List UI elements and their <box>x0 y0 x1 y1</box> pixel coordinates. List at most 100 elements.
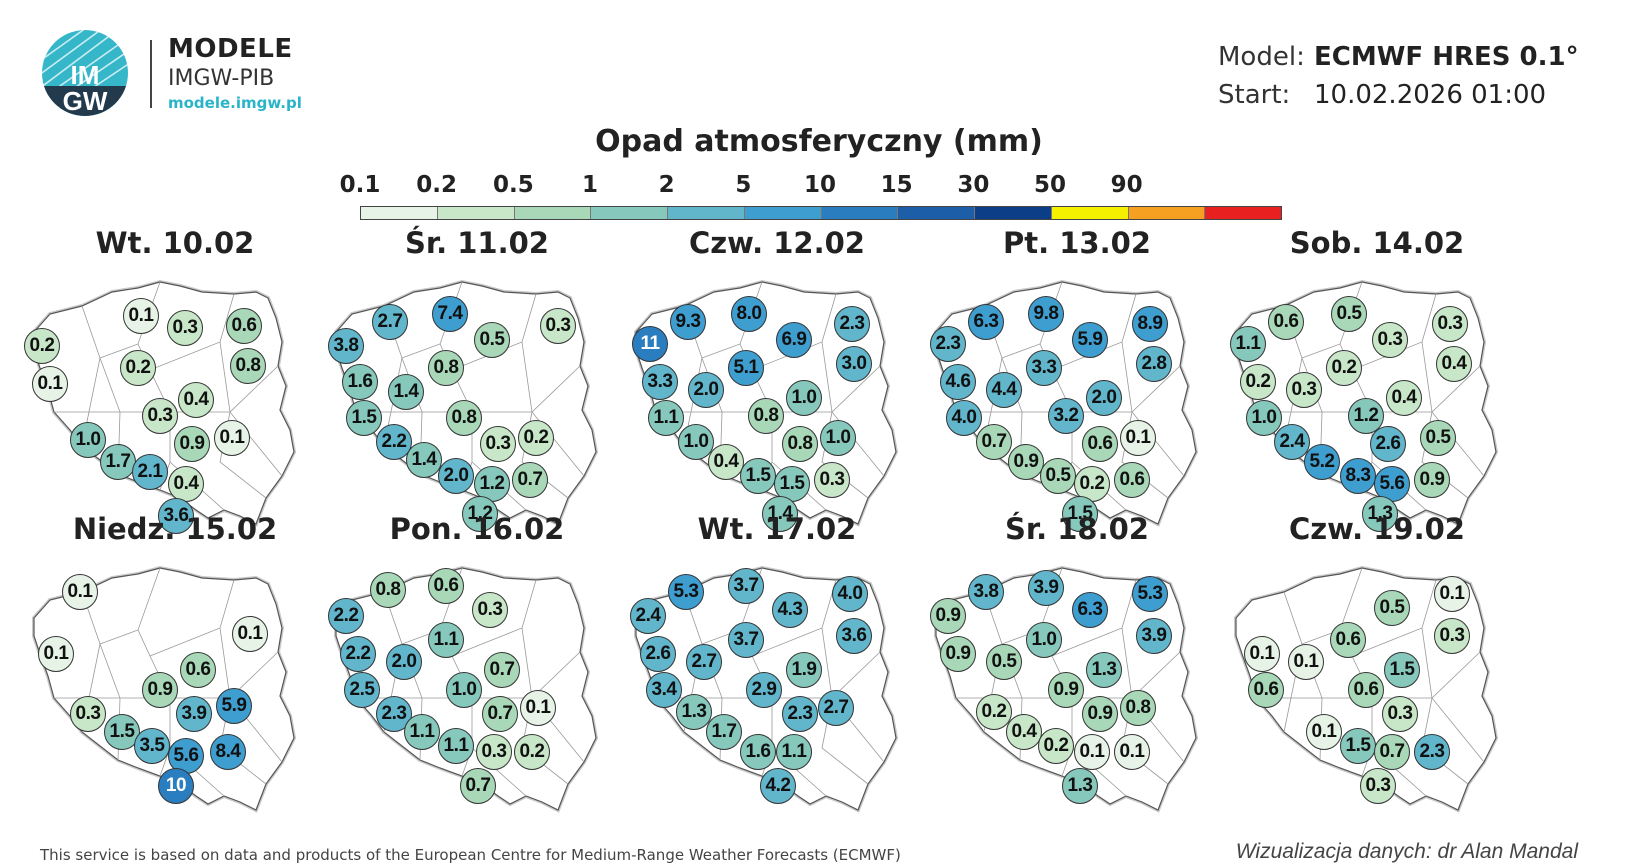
precipitation-value-marker: 0.1 <box>1114 734 1150 770</box>
day-panel: Sob. 14.02 0.5 0.6 0.3 0.3 1.1 0.2 0.4 0.2 0.3 0.4… <box>1222 226 1532 532</box>
start-value: 10.02.2026 01:00 <box>1314 80 1547 110</box>
legend-segment <box>668 207 745 219</box>
precipitation-value-marker: 9.3 <box>670 304 706 340</box>
precipitation-value-marker: 4.0 <box>946 400 982 436</box>
precipitation-value-marker: 0.2 <box>24 328 60 364</box>
precipitation-value-marker: 0.3 <box>1372 322 1408 358</box>
precipitation-value-marker: 5.1 <box>728 350 764 386</box>
precipitation-value-marker: 5.2 <box>1304 444 1340 480</box>
precipitation-value-marker: 0.2 <box>514 734 550 770</box>
precipitation-value-marker: 3.7 <box>728 622 764 658</box>
precipitation-value-marker: 1.5 <box>346 400 382 436</box>
precipitation-value-marker: 2.9 <box>746 672 782 708</box>
precipitation-value-marker: 0.1 <box>214 420 250 456</box>
precipitation-value-marker: 3.6 <box>158 498 194 534</box>
precipitation-value-marker: 5.9 <box>216 688 252 724</box>
day-panel: Czw. 12.02 8.0 9.3 6.9 2.3 11 5.1 3.0 3.3 2.0 1.0 1… <box>622 226 932 532</box>
legend-segment <box>975 207 1052 219</box>
precipitation-value-marker: 0.3 <box>1360 768 1396 804</box>
precipitation-value-marker: 0.3 <box>476 734 512 770</box>
precipitation-value-marker: 0.2 <box>518 420 554 456</box>
precipitation-value-marker: 0.5 <box>1420 420 1456 456</box>
precipitation-value-marker: 3.9 <box>1028 570 1064 606</box>
precipitation-value-marker: 2.3 <box>376 696 412 732</box>
legend-segment <box>361 207 438 219</box>
legend-segment <box>744 207 822 219</box>
precipitation-value-marker: 1.0 <box>678 424 714 460</box>
region-border <box>137 579 235 657</box>
precipitation-value-marker: 5.3 <box>1132 576 1168 612</box>
precipitation-value-marker: 0.8 <box>446 400 482 436</box>
region-border <box>1283 567 1363 645</box>
precipitation-value-marker: 0.3 <box>70 696 106 732</box>
logo-url[interactable]: modele.imgw.pl <box>168 94 302 112</box>
ecmwf-attribution: This service is based on data and produc… <box>40 846 901 864</box>
precipitation-value-marker: 0.3 <box>1382 696 1418 732</box>
precipitation-value-marker: 1.0 <box>70 422 106 458</box>
precipitation-value-marker: 1.0 <box>786 380 822 416</box>
legend-tick-labels: 0.1 0.2 0.5 1 2 5 10 15 30 50 90 <box>0 172 1638 202</box>
precipitation-value-marker: 9.8 <box>1028 296 1064 332</box>
precipitation-value-marker: 1.5 <box>740 458 776 494</box>
precipitation-value-marker: 0.7 <box>976 424 1012 460</box>
precipitation-value-marker: 1.4 <box>388 374 424 410</box>
precipitation-value-marker: 0.3 <box>472 592 508 628</box>
model-info: Model: ECMWF HRES 0.1° Start: 10.02.2026… <box>1218 38 1579 114</box>
day-panel-title: Pon. 16.02 <box>389 512 565 546</box>
precipitation-value-marker: 2.2 <box>340 636 376 672</box>
precipitation-value-marker: 1.1 <box>404 714 440 750</box>
precipitation-value-marker: 1.1 <box>648 400 684 436</box>
precipitation-value-marker: 0.4 <box>1386 380 1422 416</box>
precipitation-value-marker: 0.9 <box>142 672 178 708</box>
precipitation-value-marker: 3.9 <box>176 696 212 732</box>
precipitation-value-marker: 0.5 <box>986 644 1022 680</box>
precipitation-value-marker: 1.3 <box>1362 496 1398 532</box>
precipitation-value-marker: 1.0 <box>1026 622 1062 658</box>
precipitation-value-marker: 0.8 <box>230 348 266 384</box>
precipitation-value-marker: 1.0 <box>820 420 856 456</box>
precipitation-value-marker: 0.9 <box>940 636 976 672</box>
precipitation-value-marker: 4.6 <box>940 364 976 400</box>
day-panel: Śr. 11.02 7.4 2.7 0.5 0.3 3.8 0.8 1.6 1.4 1.5 0.8 2… <box>322 226 632 532</box>
precipitation-value-marker: 0.4 <box>178 382 214 418</box>
legend-segment <box>514 207 592 219</box>
precipitation-value-marker: 2.0 <box>1086 380 1122 416</box>
legend-segment <box>437 207 515 219</box>
precipitation-value-marker: 0.1 <box>1120 420 1156 456</box>
legend-segment <box>591 207 668 219</box>
precipitation-value-marker: 4.4 <box>986 372 1022 408</box>
precipitation-value-marker: 0.1 <box>1288 644 1324 680</box>
precipitation-value-marker: 0.9 <box>1082 696 1118 732</box>
precipitation-value-marker: 1.3 <box>676 694 712 730</box>
start-label: Start: <box>1218 80 1291 110</box>
region-border <box>81 567 161 645</box>
precipitation-value-marker: 0.8 <box>748 398 784 434</box>
precipitation-value-marker: 0.6 <box>1268 304 1304 340</box>
precipitation-value-marker: 0.1 <box>38 636 74 672</box>
precipitation-value-marker: 2.7 <box>372 304 408 340</box>
model-value: ECMWF HRES 0.1° <box>1314 42 1579 72</box>
precipitation-value-marker: 1.1 <box>428 622 464 658</box>
precipitation-value-marker: 5.3 <box>668 574 704 610</box>
legend-color-bar <box>360 206 1282 220</box>
day-panel-title: Śr. 18.02 <box>1005 512 1149 546</box>
legend-tick-label: 0.5 <box>492 172 534 198</box>
day-panel-title: Czw. 19.02 <box>1289 512 1465 546</box>
precipitation-value-marker: 2.0 <box>688 372 724 408</box>
precipitation-value-marker: 0.5 <box>1374 590 1410 626</box>
precipitation-value-marker: 2.7 <box>686 644 722 680</box>
precipitation-value-marker: 0.1 <box>520 690 556 726</box>
day-panel-title: Wt. 17.02 <box>697 512 857 546</box>
precipitation-value-marker: 1.0 <box>1246 400 1282 436</box>
precipitation-value-marker: 3.2 <box>1048 398 1084 434</box>
precipitation-value-marker: 4.3 <box>772 592 808 628</box>
precipitation-value-marker: 0.1 <box>32 366 68 402</box>
precipitation-value-marker: 0.1 <box>62 574 98 610</box>
precipitation-value-marker: 3.5 <box>134 728 170 764</box>
precipitation-value-marker: 1.9 <box>786 652 822 688</box>
precipitation-value-marker: 0.9 <box>174 426 210 462</box>
legend-tick-label: 10 <box>803 172 837 198</box>
precipitation-value-marker: 3.3 <box>1026 350 1062 386</box>
legend-tick-label: 90 <box>1110 172 1143 198</box>
precipitation-value-marker: 2.4 <box>1274 424 1310 460</box>
